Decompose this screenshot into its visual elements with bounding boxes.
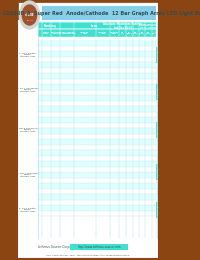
FancyBboxPatch shape (38, 46, 156, 51)
FancyBboxPatch shape (38, 22, 156, 29)
FancyBboxPatch shape (38, 112, 156, 117)
FancyBboxPatch shape (38, 199, 156, 205)
Circle shape (22, 5, 37, 25)
Text: 2θ½: 2θ½ (152, 32, 157, 34)
FancyBboxPatch shape (38, 128, 156, 133)
FancyBboxPatch shape (38, 155, 156, 161)
FancyBboxPatch shape (38, 40, 156, 46)
FancyBboxPatch shape (18, 2, 159, 258)
FancyBboxPatch shape (38, 194, 156, 199)
Text: Absolute Maximum Ratings
(at Ta=25°C): Absolute Maximum Ratings (at Ta=25°C) (103, 22, 142, 30)
FancyBboxPatch shape (156, 47, 159, 63)
Text: BY CFR: BY CFR (27, 20, 32, 21)
FancyBboxPatch shape (18, 22, 159, 240)
FancyBboxPatch shape (38, 122, 156, 128)
FancyBboxPatch shape (38, 166, 156, 172)
FancyBboxPatch shape (38, 84, 156, 89)
FancyBboxPatch shape (38, 188, 156, 194)
FancyBboxPatch shape (38, 89, 156, 95)
Text: Emitting
Colour: Emitting Colour (51, 32, 61, 34)
Text: 5. VO-1 Emitter
Diffuse
Straight Array: 5. VO-1 Emitter Diffuse Straight Array (19, 208, 36, 212)
FancyBboxPatch shape (38, 73, 156, 79)
Circle shape (19, 1, 40, 29)
Text: 2. VO-1 Condenser
Diffuse
Straight Array: 2. VO-1 Condenser Diffuse Straight Array (17, 88, 38, 92)
FancyBboxPatch shape (18, 20, 37, 238)
FancyBboxPatch shape (38, 22, 156, 32)
FancyBboxPatch shape (38, 106, 156, 112)
FancyBboxPatch shape (38, 79, 156, 84)
FancyBboxPatch shape (38, 178, 156, 183)
Text: 4. MO-1 Condenser
Diffuse
Straight Array: 4. MO-1 Condenser Diffuse Straight Array (17, 173, 38, 177)
FancyBboxPatch shape (38, 51, 156, 56)
FancyBboxPatch shape (38, 139, 156, 145)
Text: 1. VO-1 Emitter
Diffuse
Straight Array: 1. VO-1 Emitter Diffuse Straight Array (19, 53, 36, 57)
FancyBboxPatch shape (42, 6, 156, 20)
Text: BA(1234): BA(1234) (157, 167, 158, 177)
FancyBboxPatch shape (38, 62, 156, 68)
FancyBboxPatch shape (38, 117, 156, 122)
Text: BA(1235): BA(1235) (157, 205, 158, 215)
Text: Iv(mcd)
Typ: Iv(mcd) Typ (98, 32, 107, 34)
FancyBboxPatch shape (38, 56, 156, 62)
Text: VF
(V): VF (V) (121, 32, 124, 34)
FancyBboxPatch shape (38, 101, 156, 106)
FancyBboxPatch shape (38, 161, 156, 166)
FancyBboxPatch shape (38, 172, 156, 178)
Text: Electro-Optical
Characteristics
(at IF=20mA): Electro-Optical Characteristics (at IF=2… (139, 24, 157, 28)
Text: Δλ
(nm): Δλ (nm) (145, 32, 151, 34)
Text: λD
(nm): λD (nm) (133, 32, 139, 34)
FancyBboxPatch shape (70, 244, 128, 250)
FancyBboxPatch shape (156, 122, 159, 138)
Text: 3. MM-3 Condenser
Diffuse
Straight Array: 3. MM-3 Condenser Diffuse Straight Array (16, 128, 38, 132)
Text: BA(1233): BA(1233) (157, 125, 158, 135)
Text: Lens: Lens (91, 24, 98, 28)
FancyBboxPatch shape (38, 29, 156, 37)
Text: Lens Colour
& Appearance: Lens Colour & Appearance (59, 32, 76, 34)
FancyBboxPatch shape (18, 240, 159, 258)
Text: BA-12D3UD-A  Super Red  Anode/Cathode  12 Bar Graph Array LED Light Bar: BA-12D3UD-A Super Red Anode/Cathode 12 B… (0, 10, 200, 16)
Text: Iv(mcd)
Max: Iv(mcd) Max (110, 32, 119, 34)
Text: λP
(nm): λP (nm) (139, 32, 145, 34)
FancyBboxPatch shape (156, 164, 159, 180)
FancyBboxPatch shape (38, 133, 156, 139)
FancyBboxPatch shape (38, 68, 156, 73)
Text: IR
(mA): IR (mA) (126, 32, 132, 34)
FancyBboxPatch shape (156, 84, 159, 100)
FancyBboxPatch shape (38, 205, 156, 211)
FancyBboxPatch shape (156, 202, 159, 218)
Text: Order
Code: Order Code (43, 32, 50, 34)
Text: STONE: STONE (25, 13, 34, 17)
FancyBboxPatch shape (38, 95, 156, 101)
Text: Iv(mcd)
Min: Iv(mcd) Min (80, 32, 89, 34)
FancyBboxPatch shape (38, 150, 156, 155)
Text: TOLL FREE: 800-967-1897  Specifications subject to change without notice.: TOLL FREE: 800-967-1897 Specifications s… (46, 254, 130, 256)
FancyBboxPatch shape (38, 211, 156, 216)
Text: BA(1232): BA(1232) (157, 87, 158, 97)
Text: Ranking: Ranking (44, 24, 57, 28)
Text: Isthmus Source Corp.: Isthmus Source Corp. (38, 245, 70, 249)
Text: BA(1231): BA(1231) (157, 50, 158, 60)
FancyBboxPatch shape (38, 145, 156, 150)
Text: http://www.isthmus-source.com: http://www.isthmus-source.com (77, 245, 121, 249)
FancyBboxPatch shape (38, 183, 156, 188)
